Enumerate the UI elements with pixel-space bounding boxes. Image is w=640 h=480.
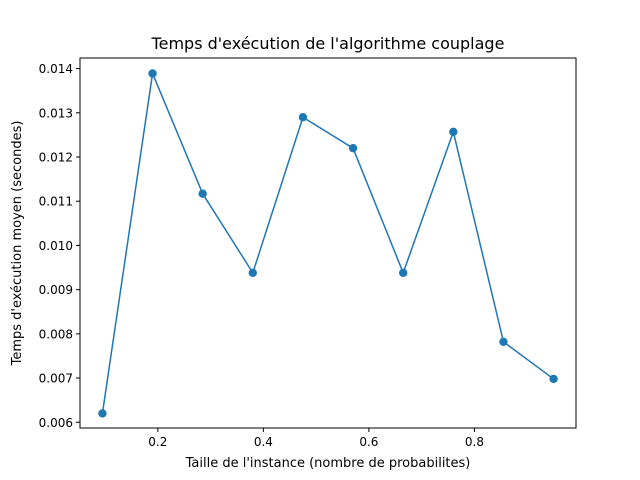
data-point [499,337,508,346]
data-point [148,69,157,78]
chart-title: Temps d'exécution de l'algorithme coupla… [151,34,505,53]
data-point [248,268,258,278]
y-tick-label: 0.006 [39,416,73,430]
x-tick-label: 0.8 [465,435,484,449]
y-axis-label: Temps d'exécution moyen (secondes) [10,121,25,367]
data-point [449,127,458,137]
y-tick-label: 0.009 [39,283,73,297]
series-polyline [101,72,555,414]
x-axis: 0.2 0.4 0.6 0.8 [148,428,484,449]
y-tick-label: 0.008 [39,327,73,341]
data-point [398,268,408,278]
x-axis-label: Taille de l'instance (nombre de probabil… [185,456,471,471]
y-tick-label: 0.012 [39,151,73,165]
x-tick-label: 0.4 [254,435,273,449]
data-point [549,374,558,384]
x-tick-label: 0.2 [148,435,167,449]
data-point [198,189,207,198]
x-tick-label: 0.6 [359,435,378,449]
data-point [348,143,358,153]
y-tick-label: 0.011 [39,195,73,209]
y-tick-label: 0.010 [39,239,73,253]
y-tick-label: 0.014 [39,62,73,76]
series-line [98,69,558,418]
data-point [98,409,107,418]
y-axis: 0.006 0.007 0.008 0.009 0.010 0.011 0.012 0.013… [39,62,80,430]
data-point [298,113,308,122]
y-tick-label: 0.013 [39,106,73,120]
plot-area-frame [79,57,577,429]
y-tick-label: 0.007 [39,372,73,386]
